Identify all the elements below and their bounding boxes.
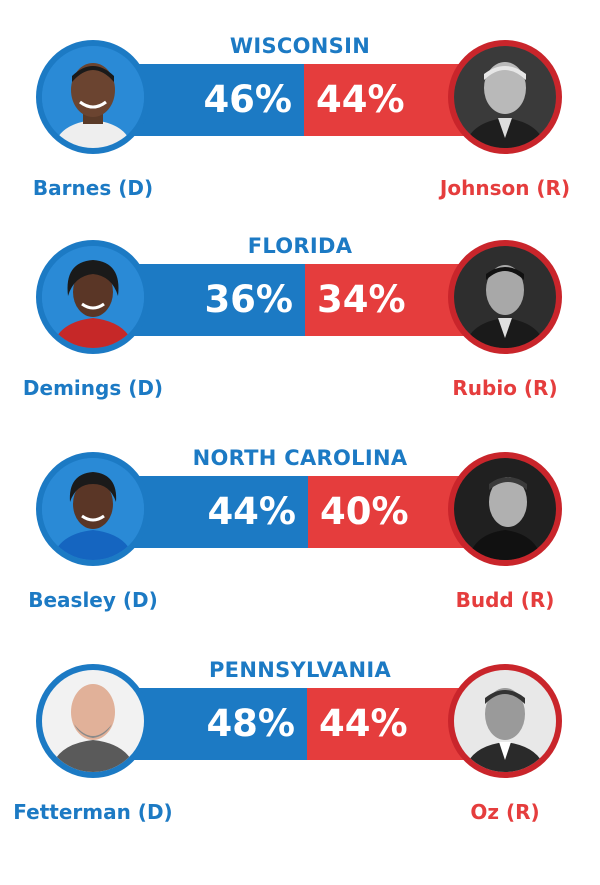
dem-candidate-photo xyxy=(36,664,150,778)
dem-pct-label: 46% xyxy=(203,78,292,121)
rep-bar xyxy=(308,476,470,548)
dem-bar xyxy=(130,64,304,136)
state-title: WISCONSIN xyxy=(229,34,371,58)
dem-candidate-photo xyxy=(36,452,150,566)
dem-bar xyxy=(130,688,307,760)
rep-candidate-name: Oz (R) xyxy=(470,800,540,824)
dem-pct-label: 44% xyxy=(207,490,296,533)
dem-bar xyxy=(130,264,305,336)
dem-candidate-name: Demings (D) xyxy=(22,376,164,400)
dem-candidate-photo xyxy=(36,40,150,154)
rep-candidate-name: Budd (R) xyxy=(455,588,555,612)
rep-candidate-photo xyxy=(448,240,562,354)
rep-pct-label: 40% xyxy=(320,490,409,533)
state-title: FLORIDA xyxy=(247,234,353,258)
rep-pct-label: 44% xyxy=(316,78,405,121)
rep-candidate-photo xyxy=(448,664,562,778)
race-north-carolina: NORTH CAROLINA 44% 40% Beasley (D) Budd … xyxy=(0,446,600,651)
dem-pct-label: 36% xyxy=(204,278,293,321)
race-wisconsin: WISCONSIN 46% 44% Barnes (D) Johnson (R) xyxy=(0,34,600,239)
rep-candidate-photo xyxy=(448,40,562,154)
rep-pct-label: 34% xyxy=(317,278,406,321)
rep-candidate-photo xyxy=(448,452,562,566)
dem-bar xyxy=(130,476,308,548)
rep-pct-label: 44% xyxy=(319,702,408,745)
rep-bar xyxy=(305,264,470,336)
dem-candidate-photo xyxy=(36,240,150,354)
race-florida: FLORIDA 36% 34% Demings (D) Rubio (R) xyxy=(0,234,600,439)
rep-bar xyxy=(307,688,470,760)
rep-candidate-name: Rubio (R) xyxy=(452,376,558,400)
race-pennsylvania: PENNSYLVANIA 48% 44% Fetterman (D) Oz (R… xyxy=(0,658,600,863)
dem-candidate-name: Beasley (D) xyxy=(28,588,158,612)
dem-candidate-name: Barnes (D) xyxy=(32,176,154,200)
dem-candidate-name: Fetterman (D) xyxy=(13,800,173,824)
dem-pct-label: 48% xyxy=(206,702,295,745)
state-title: NORTH CAROLINA xyxy=(192,446,408,470)
state-title: PENNSYLVANIA xyxy=(208,658,392,682)
rep-candidate-name: Johnson (R) xyxy=(439,176,571,200)
rep-bar xyxy=(304,64,470,136)
